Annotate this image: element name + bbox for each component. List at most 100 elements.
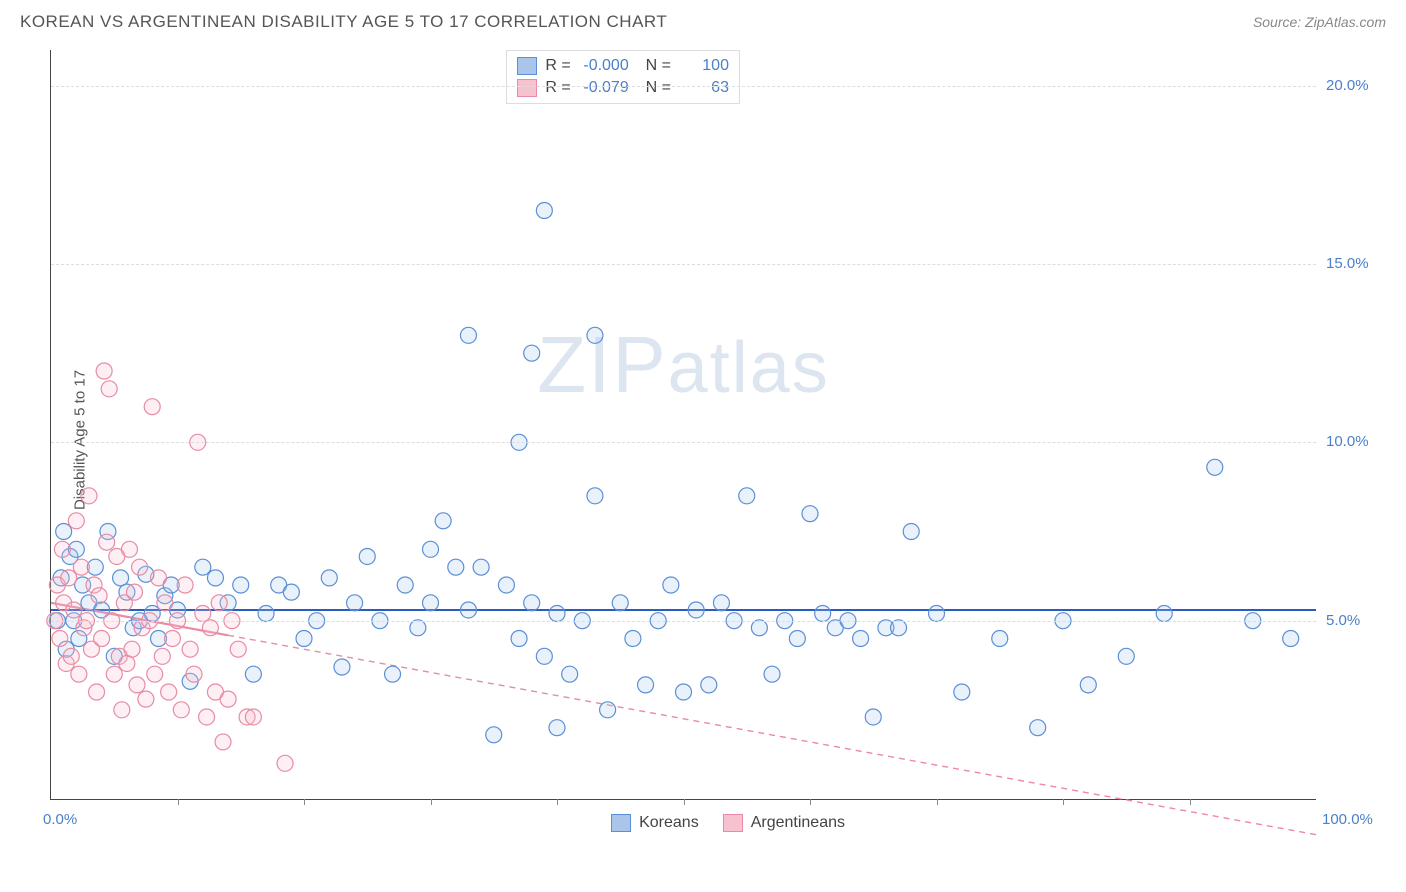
stat-r-label: R = [545,57,570,75]
data-point [688,602,704,618]
data-point [199,709,215,725]
data-point [245,709,261,725]
x-max-label: 100.0% [1322,811,1373,828]
x-tick [684,799,685,805]
data-point [600,702,616,718]
legend-item: Koreans [611,814,699,832]
data-point [277,755,293,771]
data-point [258,606,274,622]
data-point [612,595,628,611]
data-point [164,631,180,647]
data-point [891,620,907,636]
data-point [157,595,173,611]
x-min-label: 0.0% [43,811,77,828]
data-point [751,620,767,636]
stats-row: R =-0.000 N =100 [517,55,729,77]
data-point [802,506,818,522]
stats-legend: R =-0.000 N =100R =-0.079 N =63 [506,50,740,104]
data-point [63,648,79,664]
stat-r-value: -0.000 [579,57,629,75]
data-point [173,702,189,718]
x-tick [1190,799,1191,805]
data-point [215,734,231,750]
source-attribution: Source: ZipAtlas.com [1253,14,1386,30]
legend-label: Koreans [639,814,699,832]
x-tick [304,799,305,805]
data-point [113,570,129,586]
data-point [126,584,142,600]
stat-n-label: N = [637,79,671,97]
data-point [211,595,227,611]
data-point [676,684,692,700]
data-point [423,595,439,611]
data-point [106,666,122,682]
data-point [71,666,87,682]
data-point [359,548,375,564]
y-tick-label: 5.0% [1326,612,1360,629]
stat-n-label: N = [637,57,671,75]
data-point [385,666,401,682]
data-point [448,559,464,575]
gridline [51,621,1316,622]
legend-swatch [517,79,537,97]
data-point [625,631,641,647]
data-point [423,541,439,557]
data-point [220,691,236,707]
x-tick [431,799,432,805]
data-point [486,727,502,743]
data-point [61,570,77,586]
data-point [701,677,717,693]
data-point [91,588,107,604]
data-point [119,655,135,671]
x-tick [557,799,558,805]
data-point [638,677,654,693]
data-point [549,606,565,622]
data-point [233,577,249,593]
data-point [54,541,70,557]
data-point [230,641,246,657]
data-point [587,327,603,343]
data-point [182,641,198,657]
data-point [410,620,426,636]
data-point [498,577,514,593]
data-point [815,606,831,622]
data-point [562,666,578,682]
stat-n-value: 63 [679,79,729,97]
data-point [147,666,163,682]
data-point [334,659,350,675]
data-point [66,602,82,618]
data-point [460,327,476,343]
data-point [207,570,223,586]
legend-swatch [517,57,537,75]
data-point [96,363,112,379]
data-point [397,577,413,593]
x-tick [178,799,179,805]
data-point [68,513,84,529]
data-point [713,595,729,611]
data-point [1207,459,1223,475]
scatter-svg [51,50,1316,799]
data-point [186,666,202,682]
data-point [129,677,145,693]
data-point [99,534,115,550]
data-point [663,577,679,593]
data-point [954,684,970,700]
x-tick [937,799,938,805]
data-point [1080,677,1096,693]
data-point [52,631,68,647]
gridline [51,86,1316,87]
y-tick-label: 20.0% [1326,77,1369,94]
data-point [321,570,337,586]
data-point [1118,648,1134,664]
chart-title: KOREAN VS ARGENTINEAN DISABILITY AGE 5 T… [20,12,667,32]
data-point [101,381,117,397]
data-point [347,595,363,611]
data-point [764,666,780,682]
stats-row: R =-0.079 N =63 [517,77,729,99]
data-point [124,641,140,657]
data-point [161,684,177,700]
data-point [202,620,218,636]
header: KOREAN VS ARGENTINEAN DISABILITY AGE 5 T… [0,0,1406,40]
data-point [177,577,193,593]
y-tick-label: 10.0% [1326,433,1369,450]
